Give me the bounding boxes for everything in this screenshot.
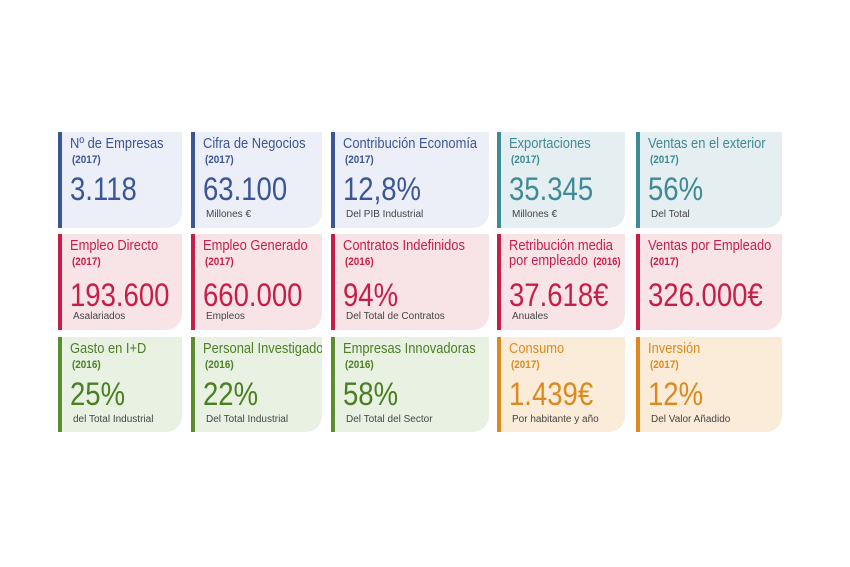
card-inversion: Inversión (2017) 12% Del Valor Añadido [636, 337, 782, 432]
card-value: 12,8% [343, 171, 422, 207]
card-title: Ventas por Empleado [648, 237, 772, 254]
card-ventas-exterior: Ventas en el exterior (2017) 56% Del Tot… [636, 132, 782, 228]
card-value: 58% [343, 376, 399, 412]
card-year: (2017) [72, 256, 101, 268]
card-year: (2017) [650, 154, 679, 166]
card-value: 94% [343, 277, 399, 313]
card-title: Nº de Empresas [70, 135, 164, 152]
card-num-empresas: Nº de Empresas (2017) 3.118 [58, 132, 182, 228]
card-subtitle: Del Valor Añadido [651, 414, 731, 425]
card-value: 37.618€ [509, 277, 609, 313]
card-contribucion-economia: Contribución Economía (2017) 12,8% Del P… [331, 132, 489, 228]
card-value: 25% [70, 376, 126, 412]
card-cifra-negocios: Cifra de Negocios (2017) 63.100 Millones… [191, 132, 322, 228]
card-value: 1.439€ [509, 376, 594, 412]
card-year: (2017) [511, 359, 540, 371]
card-year: (2016) [205, 359, 234, 371]
card-title: Cifra de Negocios [203, 135, 306, 152]
card-title: Exportaciones [509, 135, 591, 152]
card-subtitle: del Total Industrial [73, 414, 154, 425]
card-personal-investigador: Personal Investigador (2016) 22% Del Tot… [191, 337, 322, 432]
card-subtitle: Del Total del Sector [346, 414, 433, 425]
card-value: 22% [203, 376, 259, 412]
card-gasto-id: Gasto en I+D (2016) 25% del Total Indust… [58, 337, 182, 432]
card-title-line2-text: por empleado [509, 252, 588, 269]
card-value: 326.000€ [648, 277, 763, 313]
card-title: Empleo Directo [70, 237, 159, 254]
card-year: (2016) [345, 256, 374, 268]
card-subtitle: Del Total de Contratos [346, 311, 445, 322]
card-value: 660.000 [203, 277, 303, 313]
card-title-line1: Retribución media [509, 237, 613, 254]
card-exportaciones: Exportaciones (2017) 35.345 Millones € [497, 132, 625, 228]
card-subtitle: Millones € [512, 209, 558, 220]
card-year: (2017) [345, 154, 374, 166]
card-subtitle: Asalariados [73, 311, 126, 322]
card-value: 193.600 [70, 277, 170, 313]
card-value: 3.118 [70, 171, 137, 207]
card-title: Contribución Economía [343, 135, 478, 152]
card-title: Personal Investigador [203, 340, 322, 357]
card-year: (2017) [511, 154, 540, 166]
card-year: (2017) [650, 359, 679, 371]
card-retribucion-media: Retribución media por empleado (2016) 37… [497, 234, 625, 330]
card-title: Contratos Indefinidos [343, 237, 465, 254]
card-empleo-generado: Empleo Generado (2017) 660.000 Empleos [191, 234, 322, 330]
card-subtitle: Millones € [206, 209, 252, 220]
card-subtitle: Del PIB Industrial [346, 209, 424, 220]
card-empresas-innovadoras: Empresas Innovadoras (2016) 58% Del Tota… [331, 337, 489, 432]
card-value: 56% [648, 171, 704, 207]
card-title: Gasto en I+D [70, 340, 147, 357]
card-subtitle: Del Total [651, 209, 690, 220]
card-title: Empleo Generado [203, 237, 308, 254]
card-title: Retribución media por empleado (2016) [509, 237, 621, 270]
card-title: Consumo [509, 340, 565, 357]
card-value: 35.345 [509, 171, 594, 207]
card-year: (2017) [205, 256, 234, 268]
card-year: (2016) [345, 359, 374, 371]
card-consumo: Consumo (2017) 1.439€ Por habitante y añ… [497, 337, 625, 432]
card-value: 12% [648, 376, 704, 412]
card-year: (2017) [72, 154, 101, 166]
card-ventas-por-empleado: Ventas por Empleado (2017) 326.000€ [636, 234, 782, 330]
card-contratos-indefinidos: Contratos Indefinidos (2016) 94% Del Tot… [331, 234, 489, 330]
card-subtitle: Por habitante y año [512, 414, 599, 425]
card-year: (2017) [650, 256, 679, 268]
card-year: (2016) [72, 359, 101, 371]
card-title: Ventas en el exterior [648, 135, 766, 152]
card-subtitle: Del Total Industrial [206, 414, 289, 425]
card-title-line2: por empleado (2016) [509, 252, 621, 270]
card-title: Inversión [648, 340, 701, 357]
card-year: (2017) [205, 154, 234, 166]
card-title: Empresas Innovadoras [343, 340, 476, 357]
card-year: (2016) [593, 256, 621, 268]
card-subtitle: Empleos [206, 311, 245, 322]
card-value: 63.100 [203, 171, 288, 207]
card-subtitle: Anuales [512, 311, 549, 322]
card-empleo-directo: Empleo Directo (2017) 193.600 Asalariado… [58, 234, 182, 330]
